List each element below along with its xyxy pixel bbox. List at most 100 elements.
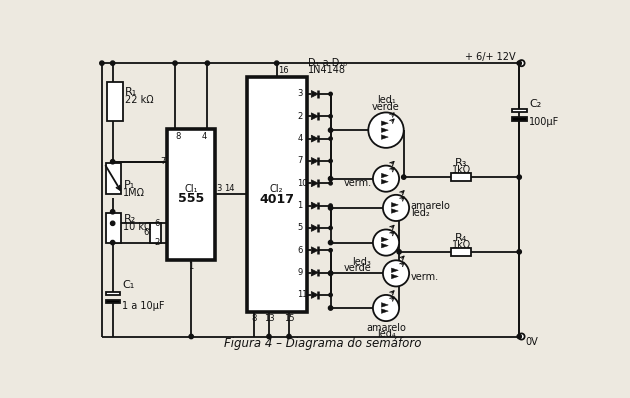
Text: 3: 3 [297,90,303,98]
Text: 2: 2 [154,238,159,247]
Circle shape [517,61,522,65]
Text: 5: 5 [297,223,302,232]
Circle shape [329,159,332,163]
Text: 16: 16 [278,66,289,75]
Polygon shape [311,113,318,120]
Circle shape [397,250,401,254]
Polygon shape [381,135,388,139]
Circle shape [189,334,193,339]
Text: 7: 7 [161,157,166,166]
Polygon shape [381,121,388,125]
Text: 14: 14 [224,184,235,193]
Circle shape [517,334,522,339]
Polygon shape [381,237,388,242]
Text: R₂: R₂ [123,215,135,224]
Bar [512,117,527,121]
Polygon shape [311,202,318,209]
Text: CI₂: CI₂ [270,184,284,194]
Text: 13: 13 [264,314,274,323]
Circle shape [329,271,332,274]
Bar [106,82,123,121]
Text: Figura 4 – Diagrama do semáforo: Figura 4 – Diagrama do semáforo [224,338,421,350]
Circle shape [328,306,333,310]
Bar [512,109,527,113]
Text: 2: 2 [297,112,302,121]
Polygon shape [311,158,318,164]
Circle shape [275,61,279,65]
Text: led₄: led₄ [377,329,396,339]
Text: R₁: R₁ [125,87,137,97]
Polygon shape [381,309,388,313]
Polygon shape [311,180,318,187]
Circle shape [329,249,332,252]
Bar [452,248,471,256]
Text: 100μF: 100μF [529,117,559,127]
Polygon shape [381,128,388,133]
Polygon shape [311,90,318,98]
Text: 1: 1 [297,201,302,210]
Circle shape [173,61,177,65]
Circle shape [329,226,332,230]
Text: 1N4148: 1N4148 [308,65,346,75]
Polygon shape [311,135,318,142]
Circle shape [328,206,333,210]
Circle shape [100,61,104,65]
Text: verm.: verm. [411,272,438,282]
Text: 22 kΩ: 22 kΩ [125,95,154,105]
Circle shape [373,230,399,256]
Text: 1kΩ: 1kΩ [452,165,471,175]
Text: P₁: P₁ [123,180,135,190]
Polygon shape [381,173,388,178]
Text: C₁: C₁ [122,280,134,290]
Circle shape [329,204,332,207]
Polygon shape [311,247,318,254]
Bar [168,129,215,259]
Text: C₂: C₂ [529,100,542,109]
Polygon shape [391,268,398,273]
Polygon shape [391,209,398,213]
Text: 4017: 4017 [259,193,294,205]
Text: 11: 11 [297,291,308,299]
Circle shape [110,61,115,65]
Text: 555: 555 [178,192,204,205]
Circle shape [110,240,115,245]
Text: 7: 7 [297,156,303,166]
Text: 1MΩ: 1MΩ [123,187,146,197]
Text: led₂: led₂ [411,208,430,219]
Bar [246,77,307,312]
Polygon shape [311,269,318,276]
Polygon shape [381,179,388,184]
Bar [106,300,120,303]
Polygon shape [381,302,388,307]
Circle shape [518,60,525,66]
Circle shape [110,160,115,164]
Circle shape [518,334,525,339]
Text: verde: verde [372,101,400,112]
Circle shape [329,293,332,297]
Text: 6: 6 [144,228,149,238]
Text: + 6/+ 12V: + 6/+ 12V [466,53,516,62]
Circle shape [383,260,409,287]
Bar [106,163,121,194]
Circle shape [205,61,210,65]
Circle shape [401,175,406,179]
Text: 1: 1 [188,262,194,271]
Text: 0V: 0V [525,337,538,347]
Circle shape [329,181,332,185]
Text: 8: 8 [251,314,256,323]
Circle shape [373,166,399,192]
Text: amarelo: amarelo [411,201,450,211]
Circle shape [329,137,332,140]
Text: 4: 4 [297,134,302,143]
Text: 6: 6 [297,246,303,255]
Text: R₄: R₄ [455,232,467,242]
Polygon shape [311,224,318,231]
Circle shape [329,115,332,118]
Circle shape [517,175,522,179]
Circle shape [328,240,333,245]
Text: amarelo: amarelo [366,323,406,333]
Text: 4: 4 [201,132,207,140]
Circle shape [369,113,404,148]
Polygon shape [391,274,398,279]
Polygon shape [311,291,318,298]
